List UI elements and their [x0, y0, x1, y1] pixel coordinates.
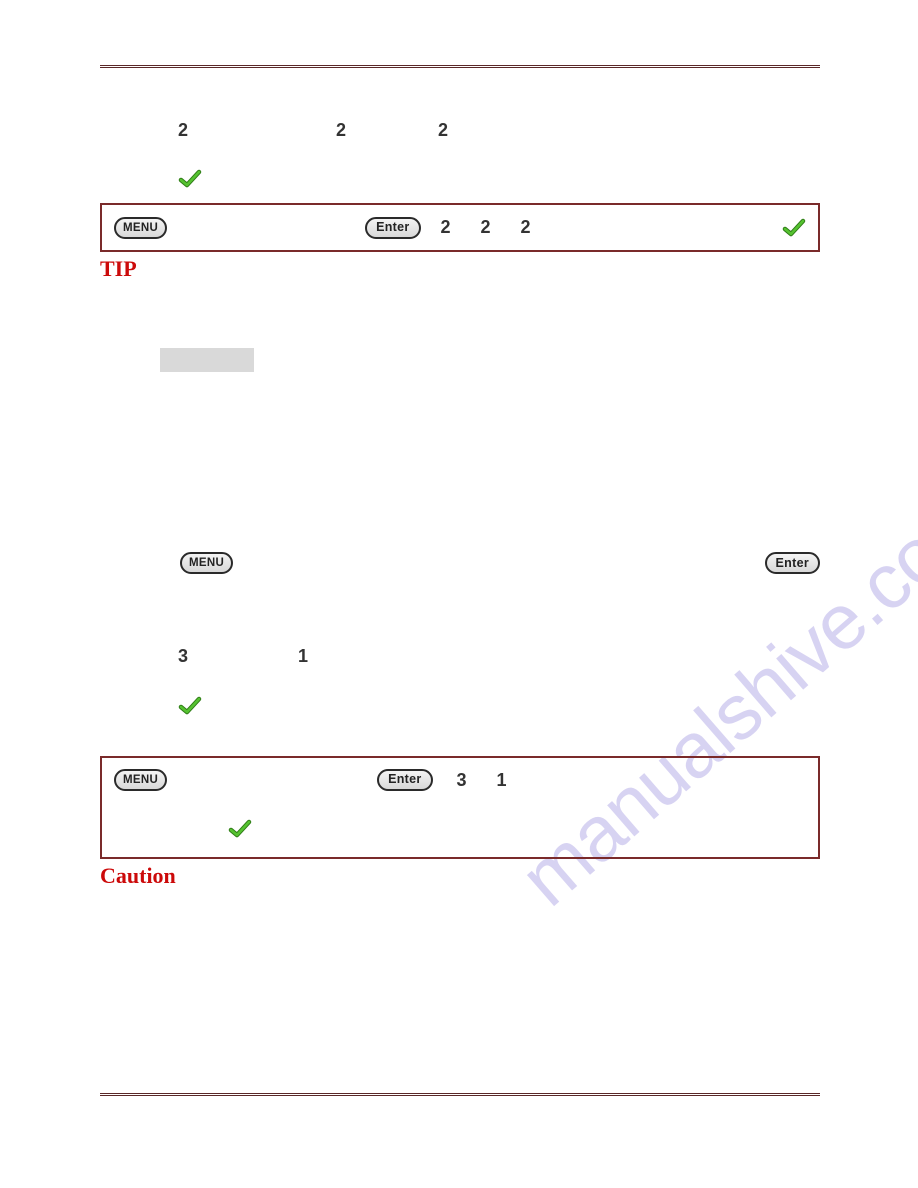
sequence-row-2: 3 1 [100, 644, 820, 669]
digit: 3 [457, 768, 467, 793]
caution-label: Caution [100, 863, 820, 889]
digit: 2 [336, 118, 346, 143]
enter-button[interactable]: Enter [365, 217, 420, 239]
check-icon [178, 696, 202, 716]
check-icon [178, 169, 202, 189]
tip-label: TIP [100, 256, 820, 282]
summary-box-1: MENU Enter 2 2 2 [100, 203, 820, 252]
check-icon [228, 819, 252, 839]
enter-button[interactable]: Enter [377, 769, 432, 791]
bottom-rule [100, 1093, 820, 1096]
digit: 2 [438, 118, 448, 143]
menu-enter-row: MENU Enter [100, 552, 820, 574]
graybox-row [100, 348, 820, 372]
check-icon [782, 218, 806, 238]
digit: 1 [497, 768, 507, 793]
digit: 3 [178, 644, 188, 669]
digit: 2 [178, 118, 188, 143]
gray-placeholder [160, 348, 254, 372]
digit: 2 [481, 215, 491, 240]
digit: 2 [441, 215, 451, 240]
enter-button[interactable]: Enter [765, 552, 820, 574]
summary-box-2: MENU Enter 3 1 [100, 756, 820, 859]
menu-button[interactable]: MENU [180, 552, 233, 574]
checkmark-row-2 [100, 696, 820, 716]
checkmark-row-1 [100, 169, 820, 189]
top-rule [100, 65, 820, 68]
digit: 2 [521, 215, 531, 240]
menu-button[interactable]: MENU [114, 769, 167, 791]
sequence-row-1: 2 2 2 [100, 118, 820, 143]
digit: 1 [298, 644, 308, 669]
menu-button[interactable]: MENU [114, 217, 167, 239]
